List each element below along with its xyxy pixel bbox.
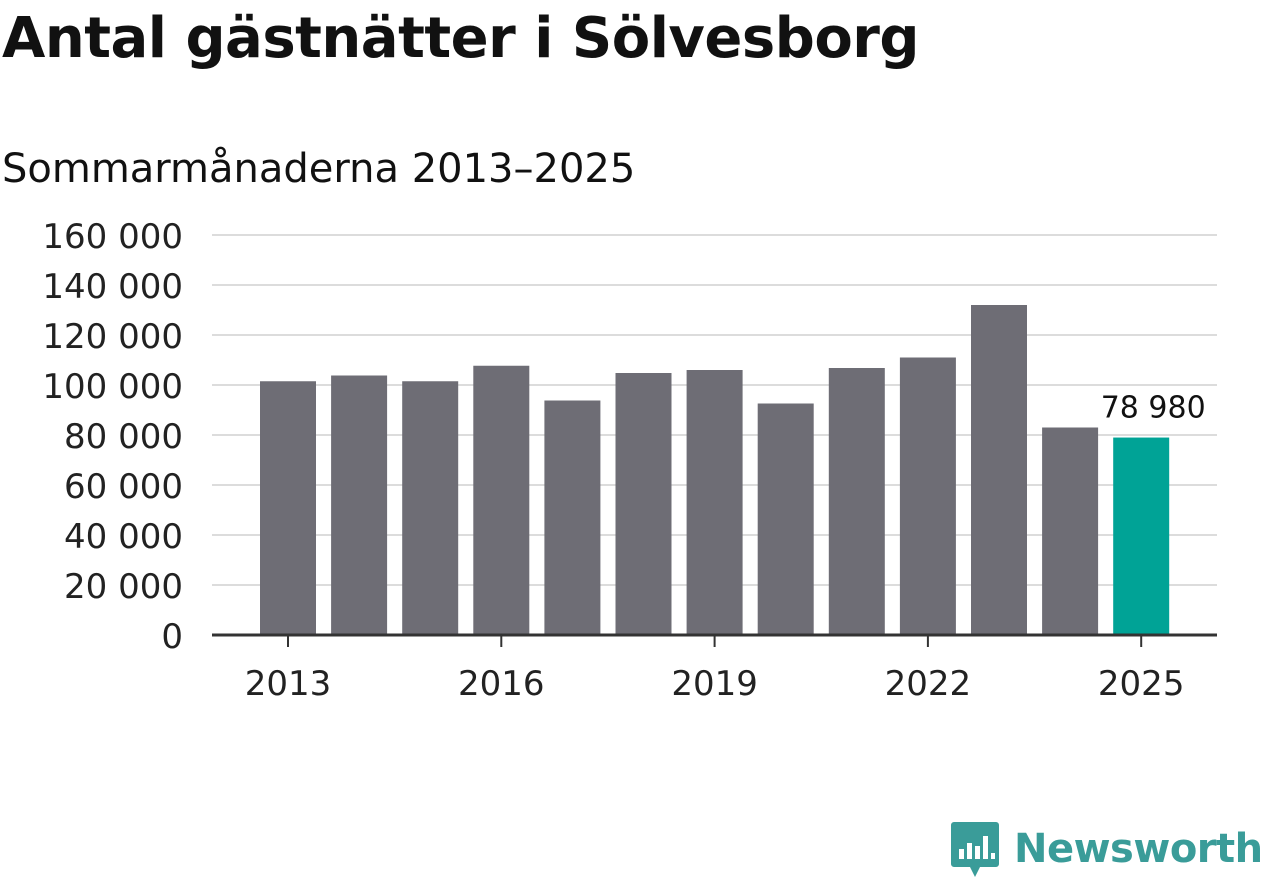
bars xyxy=(260,305,1170,635)
chart-title: Antal gästnätter i Sölvesborg xyxy=(2,6,920,71)
x-axis-ticks: 2013 2016 2019 2022 2025 xyxy=(245,635,1185,704)
x-tick-label: 2022 xyxy=(885,664,972,704)
bar-chart-speech-bubble-icon xyxy=(951,822,999,877)
y-tick-label: 0 xyxy=(161,617,183,657)
newsworthy-logo: Newsworthy xyxy=(950,818,1262,880)
y-tick-label: 80 000 xyxy=(64,417,183,457)
bar-2020 xyxy=(757,403,814,635)
y-tick-label: 60 000 xyxy=(64,467,183,507)
bar-2017 xyxy=(544,400,601,635)
bar-2018 xyxy=(615,373,672,635)
x-tick-label: 2025 xyxy=(1098,664,1185,704)
bar-2016 xyxy=(473,365,530,635)
highlight-value-label: 78 980 xyxy=(1101,391,1206,426)
y-tick-label: 120 000 xyxy=(42,317,183,357)
y-tick-label: 20 000 xyxy=(64,567,183,607)
x-tick-label: 2013 xyxy=(245,664,332,704)
bar-2025 xyxy=(1113,437,1170,635)
y-tick-label: 140 000 xyxy=(42,267,183,307)
bar-2024 xyxy=(1042,427,1099,635)
x-tick-label: 2019 xyxy=(671,664,758,704)
bar-2014 xyxy=(331,375,388,635)
y-tick-label: 40 000 xyxy=(64,517,183,557)
bar-2019 xyxy=(686,370,743,635)
y-axis-ticks: 0 20 000 40 000 60 000 80 000 100 000 120 000 1… xyxy=(42,217,183,657)
y-tick-label: 100 000 xyxy=(42,367,183,407)
x-tick-label: 2016 xyxy=(458,664,545,704)
bar-2015 xyxy=(402,381,459,635)
logo-text: Newsworthy xyxy=(1014,826,1262,872)
chart-subtitle: Sommarmånaderna 2013–2025 xyxy=(2,146,636,192)
bar-2022 xyxy=(899,357,956,635)
bar-2023 xyxy=(971,305,1027,635)
bar-2021 xyxy=(828,368,885,635)
data-labels: 78 980 xyxy=(1101,391,1206,426)
bar-2013 xyxy=(260,381,316,635)
y-tick-label: 160 000 xyxy=(42,217,183,257)
